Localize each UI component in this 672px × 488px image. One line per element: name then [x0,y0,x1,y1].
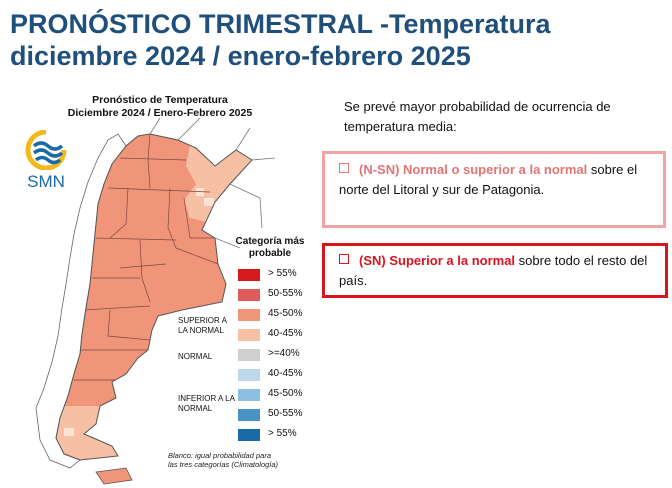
legend-label: >=40% [268,348,300,359]
legend-group-superior: SUPERIOR A LA NORMAL [178,316,227,335]
legend-header-line2: probable [248,248,292,259]
legend-swatch [238,329,260,341]
forecast-map-panel: Pronóstico de Temperatura Diciembre 2024… [0,88,320,488]
legend-swatch [238,309,260,321]
legend-label: 50-55% [268,288,303,299]
box1-text: sobre el norte del Litoral y sur de Pata… [339,162,638,197]
legend-label: 40-45% [268,368,303,379]
checkbox-icon [339,254,349,264]
legend-group-inferior: INFERIOR A LA NORMAL [178,394,235,413]
legend-header: Categoría más probable [230,236,310,260]
argentina-map [35,117,276,485]
smn-logo-text: SMN [27,172,65,191]
box1-highlight: (N-SN) Normal o superior a la normal [359,162,588,177]
forecast-box-rest: (SN) Superior a la normal sobre todo el … [322,243,668,298]
legend-label: > 55% [268,428,297,439]
legend-label: 50-55% [268,408,303,419]
legend-swatch [238,389,260,401]
box2-text: sobre todo el resto del país. [339,253,648,288]
north-litoral-region [184,144,252,222]
legend-swatch [238,349,260,361]
argentina-outline [55,133,253,461]
south-patagonia-region [56,406,118,460]
white-patch-litoral [204,198,214,206]
intro-text: Se prevé mayor probabilidad de ocurrenci… [344,99,611,134]
checkbox-icon [339,163,349,173]
legend-footnote-line2: las tres categorías (Climatología) [168,460,279,469]
map-title: Pronóstico de Temperatura Diciembre 2024… [40,94,280,120]
legend-footnote: Blanco: igual probabilidad para las tres… [168,451,308,469]
legend-swatch [238,409,260,421]
legend-swatch [238,269,260,281]
box2-highlight: (SN) Superior a la normal [359,253,516,268]
legend-swatch [238,289,260,301]
legend-label: 45-50% [268,388,303,399]
legend-swatch [238,429,260,441]
slide-title-line1: PRONÓSTICO TRIMESTRAL -Temperatura [10,9,551,39]
legend-header-line1: Categoría más [235,236,305,247]
white-patch-north [196,188,204,196]
smn-logo: SMN [18,129,74,192]
legend-label: 40-45% [268,328,303,339]
legend-group-normal: NORMAL [178,352,213,361]
map-title-line1: Pronóstico de Temperatura [92,94,228,106]
neighbour-borders [149,117,276,249]
map-title-line2: Diciembre 2024 / Enero-Febrero 2025 [67,107,253,119]
smn-logo-icon [25,129,67,171]
slide-title-line2: diciembre 2024 / enero-febrero 2025 [10,41,471,71]
legend-label: > 55% [268,268,297,279]
forecast-box-north-south: (N-SN) Normal o superior a la normal sob… [322,151,666,228]
white-patch-south [64,428,74,436]
legend-label: 45-50% [268,308,303,319]
legend-swatch [238,369,260,381]
slide-title: PRONÓSTICO TRIMESTRAL -Temperatura dicie… [10,8,610,72]
legend-footnote-line1: Blanco: igual probabilidad para [168,451,271,460]
tierra-del-fuego [95,467,133,485]
